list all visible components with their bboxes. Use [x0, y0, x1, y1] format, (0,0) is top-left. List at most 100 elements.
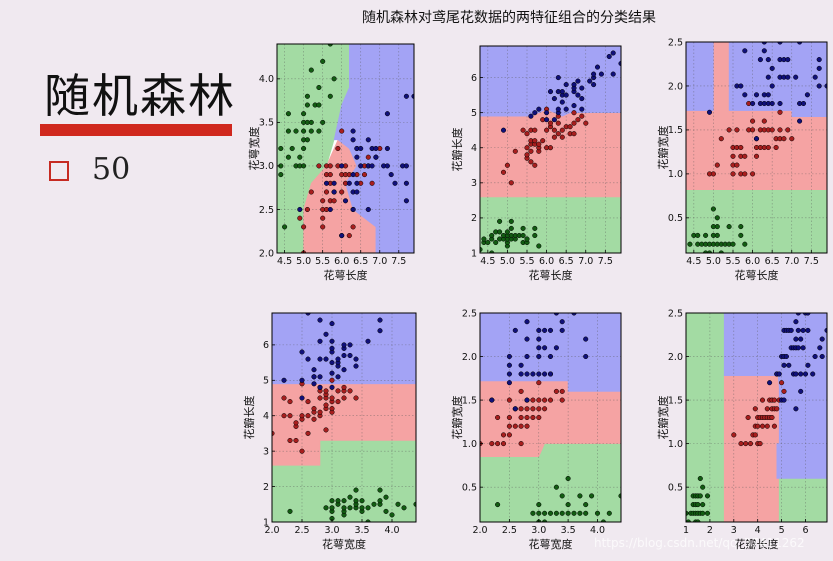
data-point-virginica	[793, 74, 799, 80]
data-point-versicolor	[759, 397, 766, 403]
data-point-versicolor	[495, 414, 501, 421]
data-point-setosa	[697, 475, 703, 482]
decision-region-virginica	[728, 42, 827, 117]
data-point-virginica	[335, 374, 341, 380]
data-point-virginica	[331, 180, 337, 186]
y-tick-label: 0.5	[668, 213, 683, 224]
data-point-versicolor	[742, 153, 748, 159]
data-point-virginica	[781, 362, 787, 368]
data-point-setosa	[282, 224, 288, 230]
data-point-virginica	[571, 313, 577, 316]
data-point-virginica	[530, 371, 536, 377]
data-point-virginica	[329, 384, 335, 390]
data-point-versicolor	[567, 124, 573, 130]
data-point-setosa	[316, 84, 322, 91]
data-point-virginica	[816, 65, 822, 71]
data-point-versicolor	[769, 414, 775, 421]
data-point-virginica	[610, 50, 616, 56]
x-axis-label: 花萼宽度	[529, 537, 573, 551]
data-point-setosa	[697, 493, 703, 499]
x-tick-label: 5	[779, 525, 785, 536]
data-point-versicolor	[765, 144, 771, 151]
data-point-virginica	[350, 206, 356, 213]
data-point-virginica	[353, 356, 359, 362]
data-point-setosa	[497, 218, 503, 224]
data-point-versicolor	[524, 414, 530, 421]
data-point-setosa	[577, 493, 583, 499]
data-point-setosa	[301, 111, 307, 117]
data-point-setosa	[395, 501, 401, 507]
data-point-virginica	[559, 89, 565, 95]
y-tick-label: 1.5	[462, 395, 477, 406]
data-point-versicolor	[547, 145, 554, 151]
data-point-versicolor	[311, 416, 317, 422]
data-point-versicolor	[777, 127, 783, 133]
decision-region-virginica	[480, 313, 621, 392]
data-point-virginica	[783, 353, 789, 360]
data-point-versicolor	[495, 441, 501, 447]
data-point-virginica	[757, 57, 763, 63]
data-point-versicolor	[542, 397, 548, 403]
x-tick-label: 2.0	[264, 525, 279, 536]
data-point-versicolor	[305, 399, 311, 405]
data-point-virginica	[358, 163, 364, 169]
data-point-versicolor	[571, 110, 577, 116]
data-point-versicolor	[327, 163, 333, 169]
decision-region-setosa	[686, 189, 827, 253]
data-point-virginica	[800, 100, 807, 107]
x-tick-label: 4.5	[277, 256, 292, 267]
data-point-setosa	[594, 510, 601, 516]
data-point-setosa	[565, 475, 571, 482]
data-point-setosa	[401, 505, 407, 511]
data-point-virginica	[583, 336, 589, 342]
data-point-virginica	[776, 371, 782, 377]
x-tick-label: 3.0	[324, 525, 339, 536]
data-point-virginica	[579, 96, 585, 102]
data-point-setosa	[700, 502, 706, 508]
data-point-setosa	[278, 145, 284, 152]
data-point-versicolor	[536, 397, 542, 403]
decision-region-setosa	[480, 196, 621, 253]
data-point-setosa	[327, 93, 333, 99]
y-tick-label: 3	[263, 446, 269, 457]
data-point-setosa	[304, 102, 310, 108]
data-point-virginica	[785, 74, 791, 80]
data-point-setosa	[389, 512, 395, 518]
data-point-virginica	[812, 353, 818, 360]
data-point-versicolor	[750, 127, 756, 133]
data-point-virginica	[297, 206, 303, 213]
data-point-virginica	[365, 137, 371, 143]
data-point-virginica	[341, 352, 347, 359]
data-point-setosa	[520, 232, 526, 239]
data-point-versicolor	[317, 409, 323, 415]
data-point-virginica	[532, 110, 538, 116]
data-point-setosa	[730, 241, 736, 247]
data-point-virginica	[329, 338, 335, 344]
data-point-setosa	[359, 498, 365, 504]
data-point-virginica	[765, 74, 771, 80]
data-point-versicolor	[287, 413, 293, 419]
x-tick-label: 5.0	[500, 256, 515, 267]
data-point-versicolor	[752, 406, 758, 412]
data-point-virginica	[536, 345, 542, 351]
data-point-virginica	[555, 75, 561, 81]
watermark-url: https://blog.csdn.net/qq_37411262	[594, 536, 805, 550]
data-point-versicolor	[297, 215, 303, 221]
data-point-virginica	[816, 83, 822, 89]
data-point-setosa	[347, 494, 353, 500]
data-point-setosa	[559, 493, 565, 499]
data-point-versicolor	[506, 432, 512, 438]
data-point-versicolor	[571, 120, 577, 126]
data-point-versicolor	[346, 233, 352, 239]
x-tick-label: 4.5	[686, 256, 701, 267]
data-point-virginica	[819, 353, 825, 360]
data-point-virginica	[793, 319, 799, 325]
data-point-versicolor	[369, 180, 375, 186]
data-point-setosa	[293, 128, 299, 134]
data-point-versicolor	[304, 206, 310, 213]
data-point-virginica	[403, 93, 409, 99]
data-point-setosa	[583, 510, 589, 516]
data-point-versicolor	[571, 131, 577, 137]
data-point-versicolor	[759, 423, 766, 429]
data-point-versicolor	[287, 437, 293, 444]
